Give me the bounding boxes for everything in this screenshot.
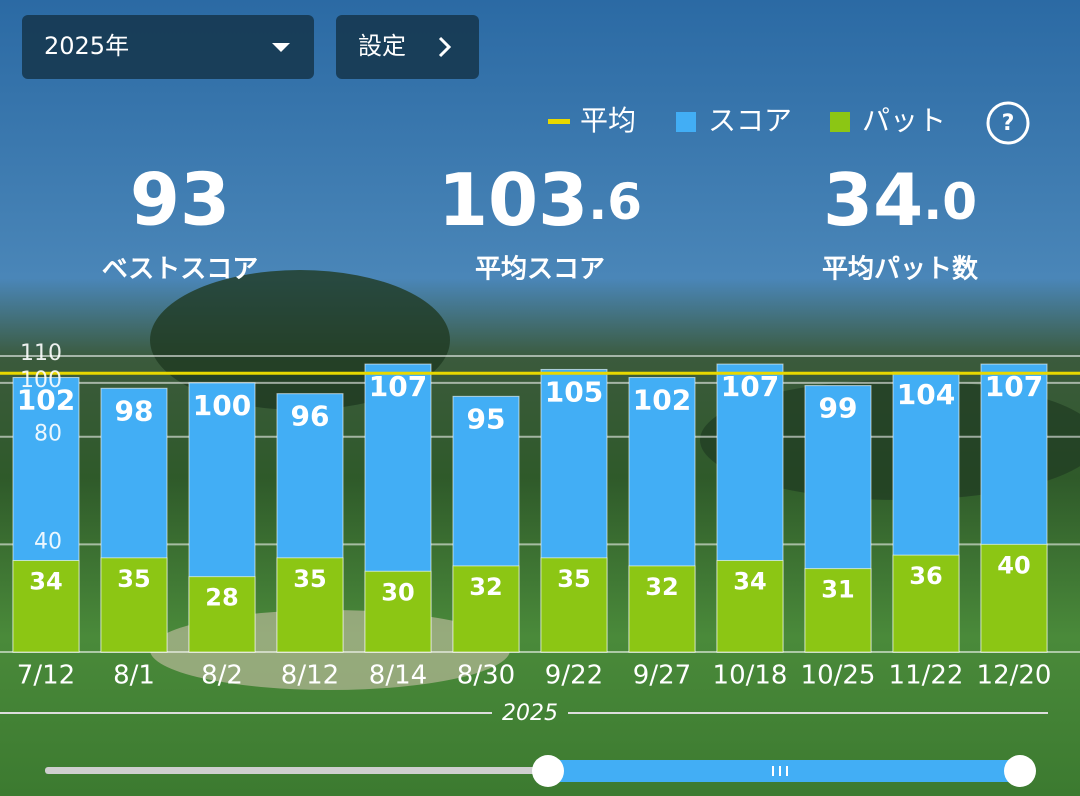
legend-swatch bbox=[548, 119, 570, 124]
stats: 93 ベストスコア 103.6 平均スコア 34.0 平均パット数 bbox=[102, 158, 979, 285]
help-icon: ? bbox=[1002, 111, 1015, 136]
score-label: 102 bbox=[17, 384, 75, 417]
x-tick-label: 12/20 bbox=[977, 661, 1052, 691]
legend-label: パット bbox=[862, 104, 946, 137]
score-label: 95 bbox=[467, 402, 506, 435]
score-label: 105 bbox=[545, 375, 603, 408]
settings-text: 設定 bbox=[358, 32, 406, 60]
x-tick-label: 7/12 bbox=[17, 661, 75, 691]
help-button[interactable] bbox=[986, 101, 1030, 145]
stat-label: 平均スコア bbox=[475, 255, 605, 285]
putt-bar bbox=[540, 557, 608, 653]
putt-bar bbox=[188, 576, 256, 653]
putt-label: 28 bbox=[205, 584, 238, 612]
putt-label: 35 bbox=[117, 565, 150, 593]
score-label: 100 bbox=[193, 389, 251, 422]
putt-bar bbox=[12, 560, 80, 653]
year-text: 2025年 bbox=[44, 32, 129, 60]
putt-label: 32 bbox=[469, 573, 502, 601]
score-label: 107 bbox=[369, 370, 427, 403]
x-tick-label: 8/14 bbox=[369, 661, 427, 691]
x-tick-label: 8/1 bbox=[113, 661, 155, 691]
x-tick-label: 8/2 bbox=[201, 661, 243, 691]
putt-bar bbox=[628, 565, 696, 653]
y-tick-label: 40 bbox=[34, 529, 62, 554]
putt-label: 34 bbox=[29, 568, 62, 596]
stat-value: 103.6 bbox=[438, 158, 642, 242]
chevron bbox=[438, 36, 452, 58]
slider-handle[interactable] bbox=[1004, 755, 1036, 787]
score-label: 98 bbox=[115, 394, 154, 427]
stat-value: 93 bbox=[130, 158, 230, 242]
x-tick-label: 8/30 bbox=[457, 661, 515, 691]
putt-label: 34 bbox=[733, 568, 766, 596]
legend-swatch bbox=[676, 112, 696, 132]
dropdown-arrow bbox=[272, 43, 290, 52]
slider-range[interactable] bbox=[548, 760, 1020, 782]
legend-label: スコア bbox=[708, 104, 792, 137]
putt-label: 40 bbox=[997, 551, 1030, 579]
putt-bar bbox=[364, 570, 432, 653]
putt-label: 35 bbox=[293, 565, 326, 593]
stat-label: ベストスコア bbox=[102, 255, 259, 285]
putt-bar bbox=[452, 565, 520, 653]
putt-bar bbox=[716, 560, 784, 653]
period-label: 2025 bbox=[502, 701, 558, 726]
slider-grip bbox=[772, 766, 788, 776]
putt-bar bbox=[804, 568, 872, 653]
putt-label: 31 bbox=[821, 576, 854, 604]
putt-bar bbox=[980, 543, 1048, 653]
y-tick-label: 110 bbox=[20, 341, 62, 366]
x-tick-label: 9/27 bbox=[633, 661, 691, 691]
legend-label: 平均 bbox=[580, 104, 636, 137]
stat-label: 平均パット数 bbox=[822, 255, 979, 285]
putt-label: 36 bbox=[909, 562, 942, 590]
putt-bar bbox=[276, 557, 344, 653]
x-tick-label: 10/18 bbox=[713, 661, 788, 691]
score-label: 99 bbox=[819, 392, 858, 425]
score-label: 107 bbox=[985, 370, 1043, 403]
y-tick-label: 80 bbox=[34, 422, 62, 447]
x-tick-label: 8/12 bbox=[281, 661, 339, 691]
putt-bar bbox=[892, 554, 960, 653]
legend: 平均 スコア パット bbox=[548, 104, 946, 137]
putt-label: 35 bbox=[557, 565, 590, 593]
year-dropdown[interactable] bbox=[22, 15, 314, 79]
x-tick-label: 10/25 bbox=[801, 661, 876, 691]
score-label: 107 bbox=[721, 370, 779, 403]
putt-bar bbox=[100, 557, 168, 653]
chart: 4080100110102347/1298358/1100288/296358/… bbox=[0, 341, 1080, 691]
putt-label: 32 bbox=[645, 573, 678, 601]
score-label: 104 bbox=[897, 378, 955, 411]
stat-value: 34.0 bbox=[823, 158, 977, 242]
y-tick-label: 100 bbox=[20, 368, 62, 393]
score-label: 96 bbox=[291, 400, 330, 433]
slider-handle[interactable] bbox=[532, 755, 564, 787]
x-tick-label: 11/22 bbox=[889, 661, 964, 691]
score-label: 102 bbox=[633, 384, 691, 417]
legend-swatch bbox=[830, 112, 850, 132]
putt-label: 30 bbox=[381, 578, 414, 606]
slider-track bbox=[45, 767, 550, 774]
settings-button[interactable] bbox=[336, 15, 479, 79]
x-tick-label: 9/22 bbox=[545, 661, 603, 691]
